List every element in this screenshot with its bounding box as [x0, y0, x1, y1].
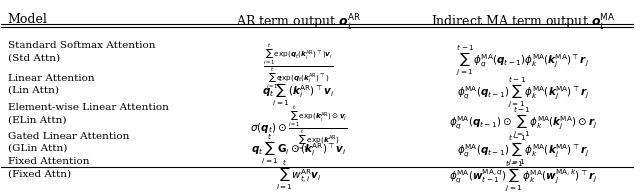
Text: $\phi_q^{\mathrm{MA}}(\boldsymbol{q}_{t-1})\odot\sum_{j=1}^{t-1}\phi_k^{\mathrm{: $\phi_q^{\mathrm{MA}}(\boldsymbol{q}_{t-…: [449, 105, 597, 139]
Text: $\sigma(\boldsymbol{q}_t)\odot\frac{\sum_{i=1}^{t}\exp(\boldsymbol{k}_i^{\mathrm: $\sigma(\boldsymbol{q}_t)\odot\frac{\sum…: [250, 105, 347, 153]
Text: $\phi_q^{\mathrm{MA}}(\boldsymbol{q}_{t-1})\sum_{j=1}^{t-1}\phi_k^{\mathrm{MA}}(: $\phi_q^{\mathrm{MA}}(\boldsymbol{q}_{t-…: [456, 75, 589, 109]
Text: $\phi_q^{\mathrm{MA}}(\boldsymbol{q}_{t-1})\sum_{j=1}^{t-1}\phi_k^{\mathrm{MA}}(: $\phi_q^{\mathrm{MA}}(\boldsymbol{q}_{t-…: [456, 133, 589, 167]
Text: Element-wise Linear Attention
(ELin Attn): Element-wise Linear Attention (ELin Attn…: [8, 104, 168, 124]
Text: Gated Linear Attention
(GLin Attn): Gated Linear Attention (GLin Attn): [8, 132, 129, 152]
Text: Model: Model: [8, 13, 47, 26]
Text: $\sum_{i=1}^{t}w_{t,i}^{\mathrm{AR}}\boldsymbol{v}_i$: $\sum_{i=1}^{t}w_{t,i}^{\mathrm{AR}}\bol…: [276, 159, 321, 192]
Text: Indirect MA term output $\boldsymbol{o}_t^{\mathrm{MA}}$: Indirect MA term output $\boldsymbol{o}_…: [431, 13, 615, 33]
Text: AR term output $\boldsymbol{o}_t^{\mathrm{AR}}$: AR term output $\boldsymbol{o}_t^{\mathr…: [236, 13, 361, 33]
Text: Fixed Attention
(Fixed Attn): Fixed Attention (Fixed Attn): [8, 157, 89, 178]
Text: Standard Softmax Attention
(Std Attn): Standard Softmax Attention (Std Attn): [8, 41, 156, 62]
Text: $\phi_q^{\mathrm{MA}}(\boldsymbol{w}_{t-1}^{\mathrm{MA},q})\sum_{j=1}^{t-1}\phi_: $\phi_q^{\mathrm{MA}}(\boldsymbol{w}_{t-…: [449, 159, 597, 193]
Text: Linear Attention
(Lin Attn): Linear Attention (Lin Attn): [8, 74, 94, 94]
Text: $\boldsymbol{q}_t\sum_{i=1}^{t}(\boldsymbol{k}_i^{\mathrm{AR}})^\top\boldsymbol{: $\boldsymbol{q}_t\sum_{i=1}^{t}(\boldsym…: [262, 75, 335, 108]
Text: $\sum_{j=1}^{t-1}\phi_q^{\mathrm{MA}}(\boldsymbol{q}_{t-1})\phi_k^{\mathrm{MA}}(: $\sum_{j=1}^{t-1}\phi_q^{\mathrm{MA}}(\b…: [456, 43, 589, 77]
Text: $\frac{\sum_{i=1}^{t}\exp(\boldsymbol{q}_t(\boldsymbol{k}_i^{\mathrm{AR}})^\top): $\frac{\sum_{i=1}^{t}\exp(\boldsymbol{q}…: [263, 43, 333, 91]
Text: $\boldsymbol{q}_t\sum_{i=1}^{t}\mathbf{G}_i\odot(\boldsymbol{k}_i^{\mathrm{AR}}): $\boldsymbol{q}_t\sum_{i=1}^{t}\mathbf{G…: [250, 133, 346, 167]
